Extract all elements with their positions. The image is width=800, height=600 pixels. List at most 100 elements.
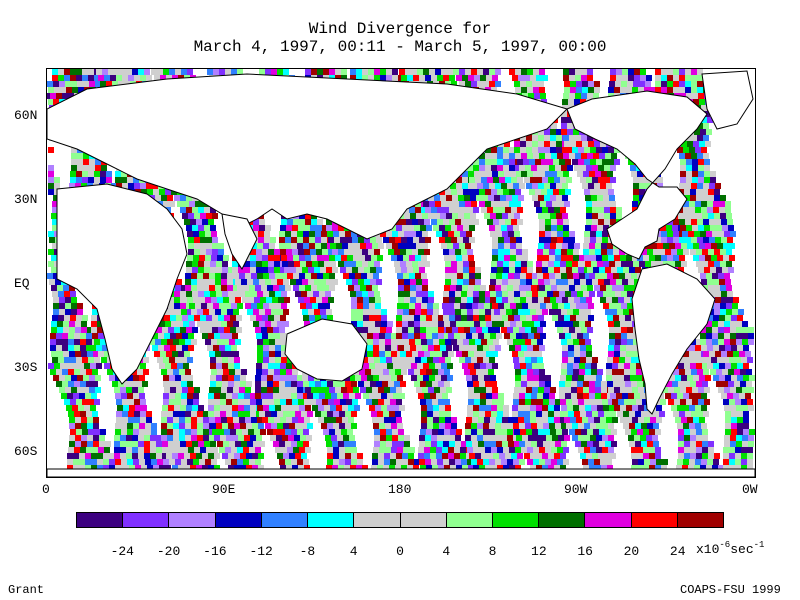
swath-cell xyxy=(325,393,331,399)
swath-cell xyxy=(356,291,362,297)
swath-cell xyxy=(479,291,485,297)
swath-cell xyxy=(555,423,561,429)
swath-cell xyxy=(445,273,451,279)
swath-cell xyxy=(493,339,499,345)
swath-cell xyxy=(79,465,85,471)
swath-cell xyxy=(120,435,126,441)
swath-cell xyxy=(403,255,409,261)
swath-cell xyxy=(496,297,502,303)
swath-cell xyxy=(365,369,371,375)
swath-cell xyxy=(305,219,311,225)
swath-cell xyxy=(89,159,95,165)
swath-cell xyxy=(448,303,454,309)
swath-cell xyxy=(556,183,562,189)
swath-cell xyxy=(560,207,566,213)
swath-cell xyxy=(236,315,242,321)
swath-cell xyxy=(198,291,204,297)
swath-cell xyxy=(58,315,64,321)
swath-cell xyxy=(76,75,82,81)
swath-cell xyxy=(513,393,519,399)
swath-cell xyxy=(497,465,503,471)
swath-cell xyxy=(507,459,513,465)
swath-cell xyxy=(397,273,403,279)
swath-cell xyxy=(240,375,246,381)
swath-cell xyxy=(171,189,177,195)
swath-cell xyxy=(74,381,80,387)
swath-cell xyxy=(169,381,175,387)
swath-cell xyxy=(175,357,181,363)
swath-cell xyxy=(473,189,479,195)
swath-cell xyxy=(525,357,531,363)
swath-cell xyxy=(492,351,498,357)
swath-cell xyxy=(466,375,472,381)
swath-cell xyxy=(370,279,376,285)
swath-cell xyxy=(397,423,403,429)
swath-cell xyxy=(486,363,492,369)
swath-cell xyxy=(293,273,299,279)
swath-cell xyxy=(561,441,567,447)
swath-cell xyxy=(280,225,286,231)
swath-cell xyxy=(539,171,545,177)
swath-cell xyxy=(485,201,491,207)
swath-cell xyxy=(387,405,393,411)
swath-cell xyxy=(61,393,67,399)
swath-cell xyxy=(385,423,391,429)
swath-cell xyxy=(144,435,150,441)
swath-cell xyxy=(129,465,135,471)
swath-cell xyxy=(182,213,188,219)
swath-cell xyxy=(552,315,558,321)
swath-cell xyxy=(437,219,443,225)
swath-cell xyxy=(332,267,338,273)
swath-cell xyxy=(497,165,503,171)
swath-cell xyxy=(422,285,428,291)
swath-cell xyxy=(542,309,548,315)
swath-cell xyxy=(589,291,595,297)
swath-cell xyxy=(386,429,392,435)
swath-cell xyxy=(396,315,402,321)
swath-cell xyxy=(545,231,551,237)
swath-cell xyxy=(345,459,351,465)
swath-cell xyxy=(515,87,521,93)
swath-cell xyxy=(194,237,200,243)
swath-cell xyxy=(483,459,489,465)
swath-cell xyxy=(218,429,224,435)
swath-cell xyxy=(548,405,554,411)
swath-cell xyxy=(137,369,143,375)
swath-cell xyxy=(567,255,573,261)
swath-cell xyxy=(466,441,472,447)
swath-cell xyxy=(566,177,572,183)
swath-cell xyxy=(287,255,293,261)
swath-cell xyxy=(427,357,433,363)
swath-cell xyxy=(402,225,408,231)
swath-cell xyxy=(479,159,485,165)
swath-cell xyxy=(364,267,370,273)
swath-cell xyxy=(396,453,402,459)
swath-cell xyxy=(541,189,547,195)
swath-cell xyxy=(274,255,280,261)
swath-cell xyxy=(360,285,366,291)
swath-cell xyxy=(350,291,356,297)
swath-cell xyxy=(158,345,164,351)
swath-cell xyxy=(151,459,157,465)
swath-cell xyxy=(226,393,232,399)
swath-cell xyxy=(509,345,515,351)
swath-cell xyxy=(164,333,170,339)
swath-cell xyxy=(286,369,292,375)
swath-cell xyxy=(198,261,204,267)
swath-cell xyxy=(483,345,489,351)
swath-cell xyxy=(404,243,410,249)
swath-cell xyxy=(187,375,193,381)
swath-cell xyxy=(491,261,497,267)
swath-cell xyxy=(509,447,515,453)
swath-cell xyxy=(493,453,499,459)
swath-cell xyxy=(516,435,522,441)
swath-cell xyxy=(531,357,537,363)
swath-cell xyxy=(518,417,524,423)
swath-cell xyxy=(537,441,543,447)
swath-cell xyxy=(527,375,533,381)
swath-cell xyxy=(334,237,340,243)
swath-cell xyxy=(339,459,345,465)
swath-cell xyxy=(427,405,433,411)
swath-cell xyxy=(265,279,271,285)
swath-cell xyxy=(218,249,224,255)
